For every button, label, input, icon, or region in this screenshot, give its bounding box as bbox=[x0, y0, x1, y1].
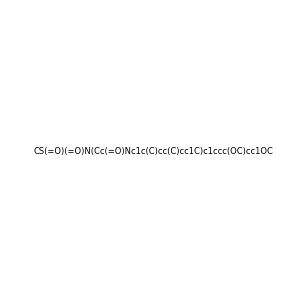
Text: CS(=O)(=O)N(Cc(=O)Nc1c(C)cc(C)cc1C)c1ccc(OC)cc1OC: CS(=O)(=O)N(Cc(=O)Nc1c(C)cc(C)cc1C)c1ccc… bbox=[34, 147, 274, 156]
